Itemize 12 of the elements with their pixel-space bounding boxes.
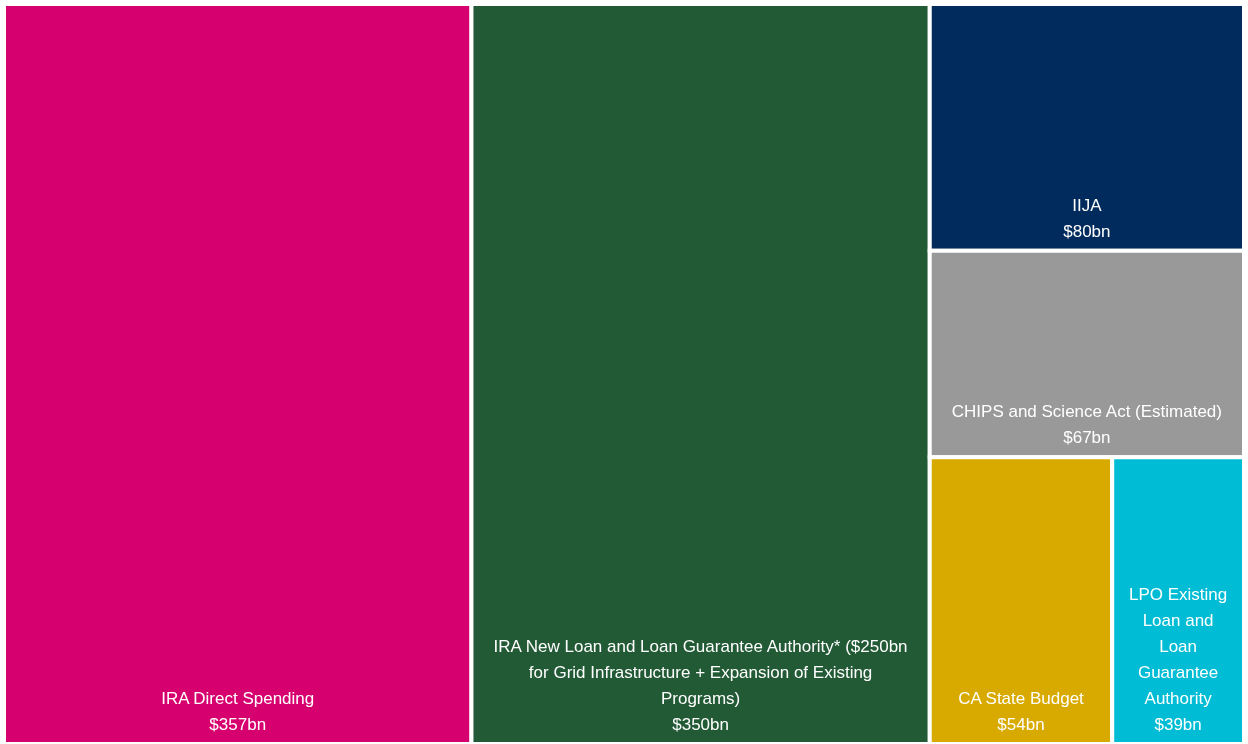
data-label: $39bn	[1154, 715, 1202, 734]
category-label: IRA Direct Spending	[161, 689, 315, 708]
category-label: CA State Budget	[958, 689, 1085, 708]
category-label: IIJA	[1072, 195, 1103, 215]
data-label: $54bn	[997, 715, 1045, 734]
data-label: $67bn	[1063, 428, 1111, 448]
data-label: $80bn	[1063, 221, 1111, 241]
data-label: $350bn	[672, 715, 729, 734]
category-label: LPO Existing Loan and Loan Guarantee Authority	[1128, 585, 1228, 708]
category-label: CHIPS and Science Act (Estimated)	[951, 402, 1222, 422]
category-label: IRA New Loan and Loan Guarantee Authority* ($250bn for Grid Infrastructure + Expansion of Existing Programs)	[493, 637, 908, 708]
data-label: $357bn	[209, 715, 267, 734]
